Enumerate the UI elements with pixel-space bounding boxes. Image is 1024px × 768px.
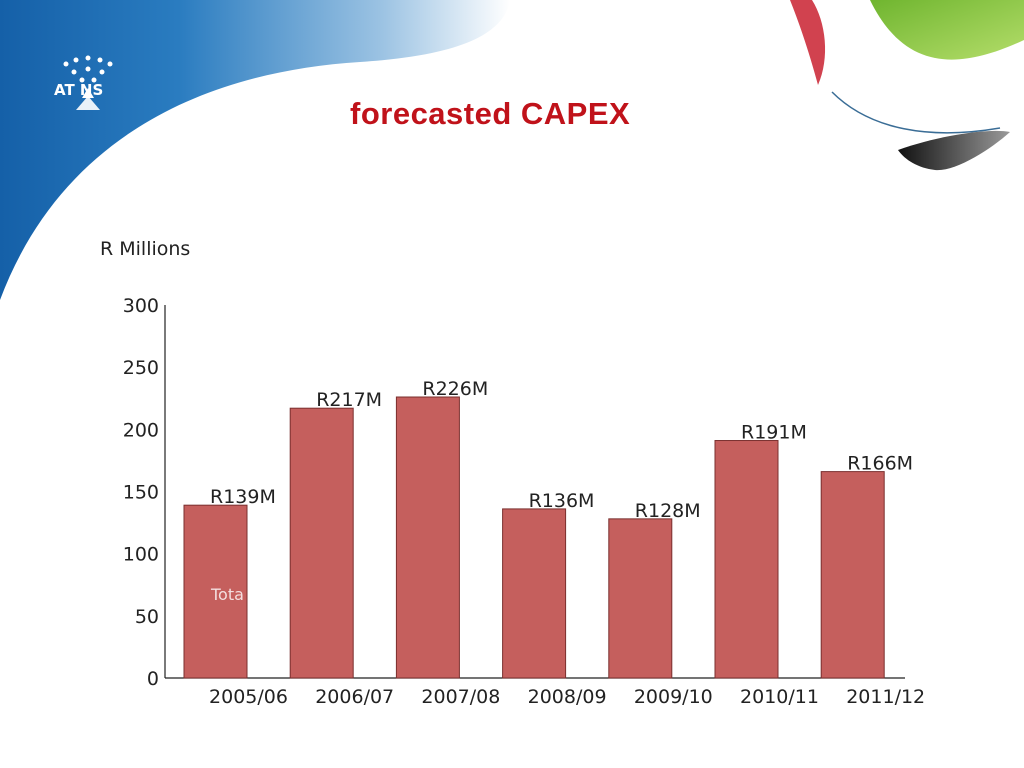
data-label: R166M [847,453,913,475]
data-label: R128M [635,500,701,522]
red-ribbon [790,0,826,85]
category-label: 2009/10 [634,686,713,708]
category-label: 2005/06 [209,686,288,708]
data-label: R217M [316,389,382,411]
bar-2005-06 [183,504,248,679]
slide-title: forecasted CAPEX [350,96,631,131]
y-tick-label: 200 [123,419,159,441]
y-tick-label: 250 [123,357,159,379]
bar-2009-10 [608,518,673,679]
y-tick-label: 100 [123,544,159,566]
dark-ribbon [898,130,1010,171]
data-label: R226M [422,378,488,400]
category-label: 2007/08 [421,686,500,708]
y-tick-label: 150 [123,482,159,504]
y-tick-label: 0 [147,668,159,690]
category-label: 2011/12 [846,686,925,708]
data-label: R136M [529,490,595,512]
green-ribbon [870,0,1024,60]
bar-2006-07 [289,407,354,679]
y-tick-label: 50 [135,606,159,628]
y-axis-label: R Millions [100,238,190,260]
atns-logo: AT NS [54,55,113,110]
bar-2007-08 [395,396,460,679]
bar-annotation: Tota [210,585,244,604]
category-label: 2006/07 [315,686,394,708]
y-tick-label: 300 [123,295,159,317]
category-label: 2008/09 [528,686,607,708]
data-label: R139M [210,486,276,508]
grey-arc [831,91,1001,134]
data-label: R191M [741,422,807,444]
blue-swoosh [0,0,510,300]
category-label: 2010/11 [740,686,819,708]
bar-2011-12 [820,471,885,679]
bar-2008-09 [502,508,567,679]
bar-2010-11 [714,440,779,679]
